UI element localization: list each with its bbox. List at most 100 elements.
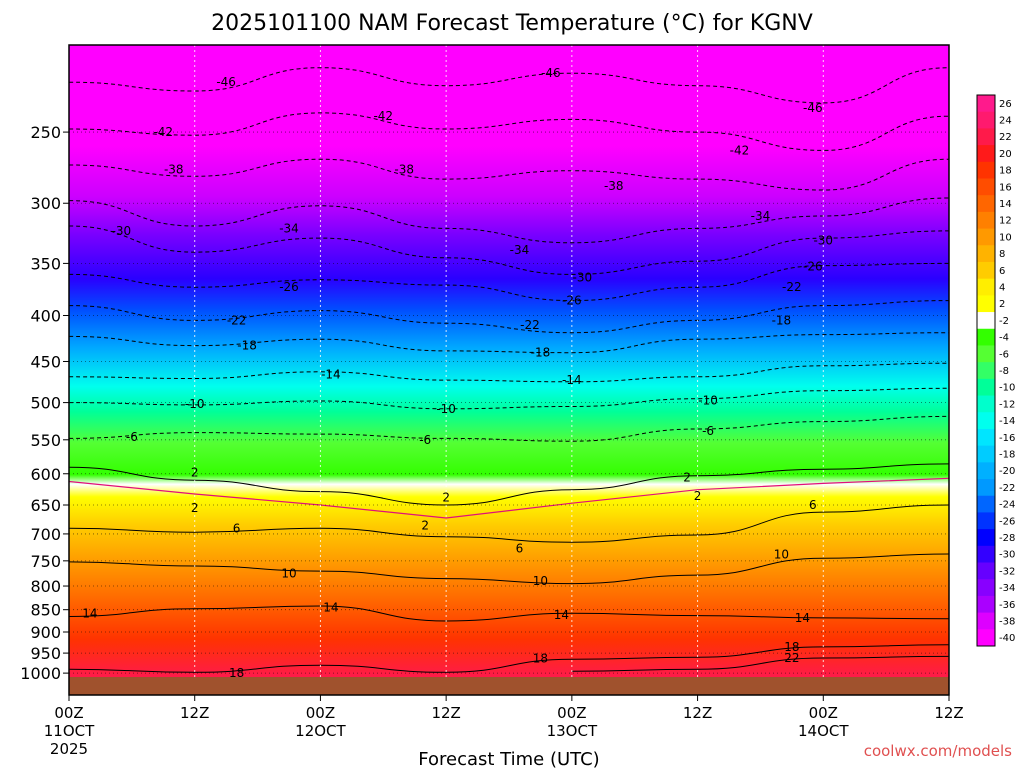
colorbar-swatch-17 — [977, 378, 995, 397]
contour-label-30: -6 — [419, 433, 431, 447]
contour-label-31: -6 — [702, 424, 714, 438]
contour-label-20: -22 — [782, 280, 802, 294]
x-tick-date-48: 13OCT — [547, 722, 598, 740]
isotherm-2-11 — [69, 463, 949, 506]
isotherm-14-14 — [69, 605, 949, 622]
contour-label-47: 14 — [795, 611, 810, 625]
colorbar-label-13: -2 — [999, 316, 1009, 327]
y-axis: 250 300 350 400 450 500 550 600 650 700 750 800 850 9… — [20, 123, 69, 683]
colorbar-swatch-16 — [977, 362, 995, 380]
colorbar-swatch-0 — [977, 95, 995, 113]
y-tick-label-550: 550 — [30, 431, 61, 450]
colorbar-swatch-25 — [977, 512, 995, 530]
isotherm--38-2 — [69, 158, 949, 191]
contour-label-26: -10 — [185, 397, 205, 411]
contour-label-3: -42 — [153, 125, 173, 139]
y-tick-label-900: 900 — [30, 623, 61, 642]
x-tick-date-72: 14OCT — [798, 722, 849, 740]
colorbar-label-4: 18 — [999, 166, 1012, 177]
x-tick-label-60: 12Z — [683, 704, 712, 722]
colorbar-swatch-32 — [977, 629, 995, 647]
colorbar-swatch-9 — [977, 245, 995, 263]
colorbar-swatch-14 — [977, 328, 995, 346]
ground-surface — [69, 677, 949, 695]
colorbar-swatch-2 — [977, 128, 995, 146]
isotherm--10-9 — [69, 387, 949, 410]
contour-label-43: 10 — [774, 548, 789, 562]
contour-label-1: -46 — [541, 66, 561, 80]
x-axis-label: Forecast Time (UTC) — [418, 749, 599, 768]
colorbar-label-18: -12 — [999, 399, 1015, 410]
colorbar-swatch-30 — [977, 595, 995, 614]
colorbar-swatch-1 — [977, 111, 995, 129]
freezing-line — [69, 477, 949, 519]
colorbar-label-31: -38 — [999, 616, 1015, 627]
isotherm--14-8 — [69, 362, 949, 383]
contour-label-0: -46 — [216, 75, 236, 89]
contour-label-16: -26 — [562, 294, 582, 308]
contour-label-19: -22 — [520, 318, 540, 332]
isotherm-group — [69, 67, 949, 673]
contour-label-49: 18 — [533, 651, 548, 665]
contour-label-51: 22 — [784, 651, 799, 665]
isotherm--46-0 — [69, 67, 949, 104]
plot-frame — [68, 44, 950, 696]
contour-label-5: -42 — [730, 143, 750, 157]
contour-label-4: -42 — [373, 109, 393, 123]
isotherm--42-1 — [69, 112, 949, 151]
x-tick-label-72: 00Z — [809, 704, 838, 722]
contour-label-12: -30 — [112, 224, 132, 238]
colorbar-label-2: 22 — [999, 132, 1012, 143]
y-tick-label-400: 400 — [30, 307, 61, 326]
y-tick-label-300: 300 — [30, 194, 61, 213]
colorbar-label-20: -16 — [999, 433, 1015, 444]
temperature-field — [69, 45, 949, 677]
contour-label-40: 6 — [809, 498, 817, 512]
colorbar-label-3: 20 — [999, 149, 1012, 160]
contour-label-11: -34 — [751, 209, 771, 223]
isotherm-22-16 — [571, 655, 949, 672]
colorbar-label-10: 6 — [999, 266, 1005, 277]
colorbar-label-7: 12 — [999, 216, 1012, 227]
colorbar-label-28: -32 — [999, 566, 1015, 577]
isotherm-18-15 — [69, 644, 949, 673]
x-tick-label-36: 12Z — [431, 704, 460, 722]
x-tick-label-48: 00Z — [557, 704, 586, 722]
contour-label-13: -30 — [573, 271, 593, 285]
contour-label-36: 2 — [421, 518, 429, 532]
colorbar-swatch-6 — [977, 195, 995, 213]
colorbar-swatch-26 — [977, 529, 995, 547]
colorbar-label-25: -26 — [999, 516, 1015, 527]
colorbar-swatch-31 — [977, 612, 995, 630]
colorbar-swatch-10 — [977, 261, 995, 280]
y-tick-label-350: 350 — [30, 254, 61, 273]
plot-area: -46 -46 -46 -42 -42 -42 -38 -38 -38 -34 -34 -34 -30 -… — [69, 45, 949, 695]
colorbar-label-23: -22 — [999, 483, 1015, 494]
colorbar-swatch-21 — [977, 445, 995, 463]
contour-label-33: 2 — [442, 491, 450, 505]
colorbar-swatch-23 — [977, 479, 995, 497]
colorbar-frame — [976, 94, 996, 647]
colorbar-label-0: 26 — [999, 99, 1012, 110]
contour-label-23: -18 — [772, 313, 792, 327]
contour-label-34: 2 — [683, 471, 691, 485]
contour-label-29: -6 — [126, 430, 138, 444]
colorbar-label-16: -8 — [999, 366, 1009, 377]
contour-label-35: 2 — [191, 501, 199, 515]
colorbar-swatch-12 — [977, 295, 995, 313]
contour-label-9: -34 — [279, 221, 299, 235]
isotherm--34-3 — [69, 197, 949, 244]
contour-label-15: -26 — [279, 280, 299, 294]
colorbar-label-30: -36 — [999, 600, 1015, 611]
colorbar-label-21: -18 — [999, 449, 1015, 460]
isotherm--22-6 — [69, 300, 949, 334]
colorbar-swatch-7 — [977, 211, 995, 230]
y-tick-label-950: 950 — [30, 644, 61, 663]
contour-label-38: 6 — [233, 521, 241, 535]
colorbar-label-1: 24 — [999, 116, 1012, 127]
y-tick-label-650: 650 — [30, 496, 61, 515]
colorbar-label-11: 4 — [999, 283, 1005, 294]
colorbar-swatch-24 — [977, 495, 995, 513]
